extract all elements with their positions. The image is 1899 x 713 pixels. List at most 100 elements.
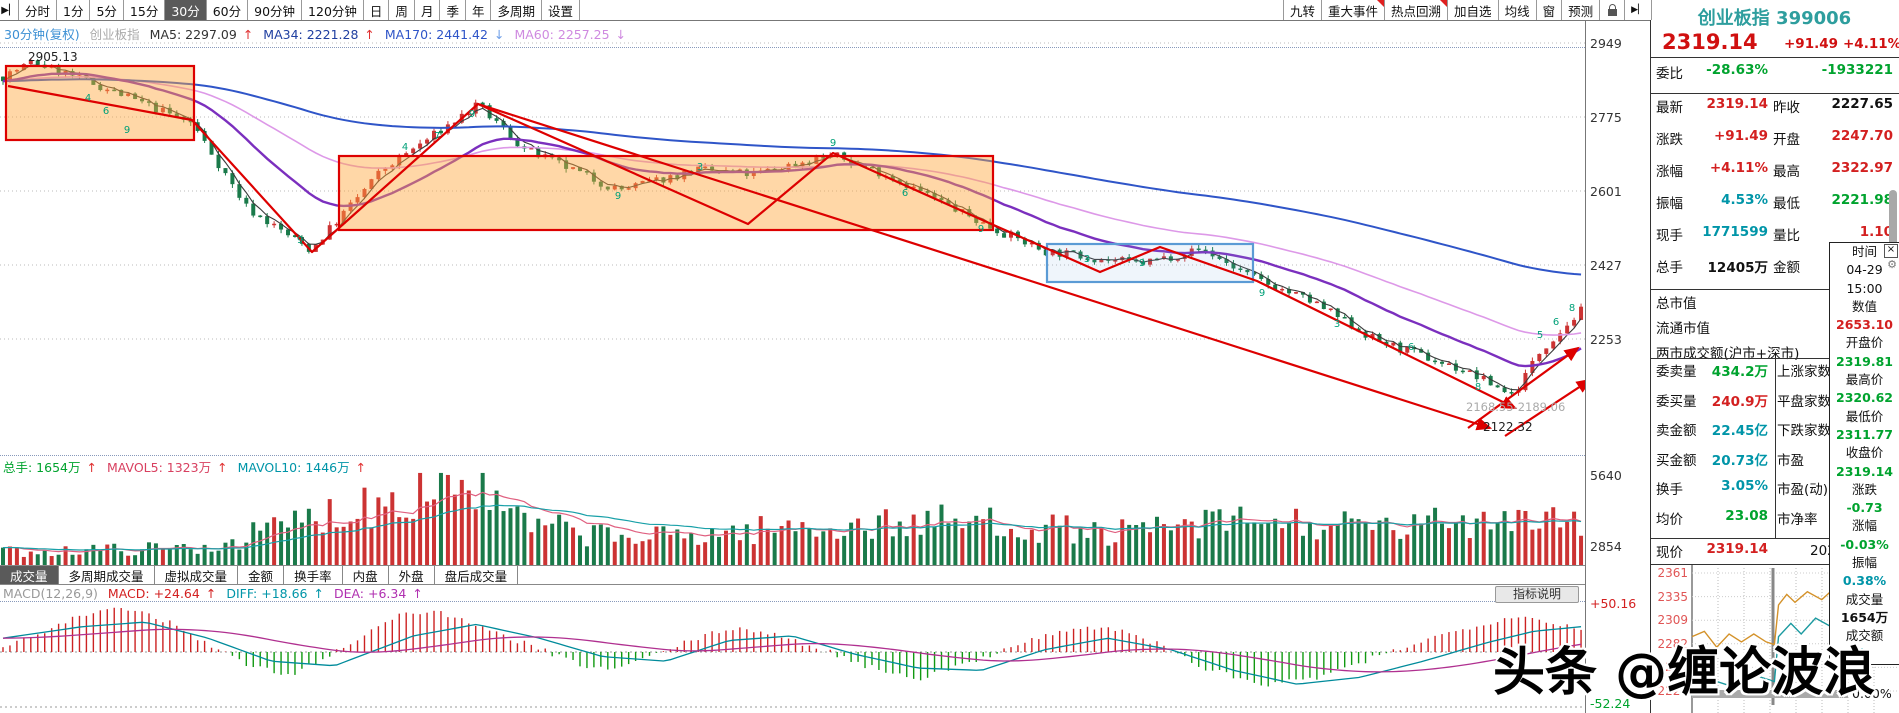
quote-row: 总手 12405万 金额 — [1650, 256, 1899, 288]
row-label2: 开盘 — [1773, 132, 1800, 148]
tooltip-line: 2320.62 — [1836, 390, 1893, 406]
macd-header: MACD(12,26,9) MACD: +24.64 ↑ DIFF: +18.66… — [3, 586, 429, 601]
row-label2: 金额 — [1773, 260, 1800, 276]
sidebar-scrollbar-thumb[interactable] — [1889, 190, 1897, 252]
tooltip-line: -0.03% — [1840, 536, 1889, 552]
mini-axis-label-2335: 2335 — [1657, 589, 1688, 604]
tab-外盘[interactable]: 外盘 — [389, 566, 435, 584]
row-label2: 量比 — [1773, 228, 1800, 244]
svg-text:9: 9 — [469, 109, 475, 120]
row-value: 22.45亿 — [1711, 423, 1768, 439]
row-value: 12405万 — [1707, 260, 1768, 276]
price-axis-label-2427: 2427 — [1590, 258, 1622, 273]
period-button-15分[interactable]: 15分 — [123, 0, 166, 20]
mini-axis-label-2361: 2361 — [1657, 566, 1688, 580]
period-button-5分[interactable]: 5分 — [90, 0, 124, 20]
orders-row: 均价 23.08 市净率 — [1650, 508, 1899, 537]
play-to-end-icon[interactable]: ▶▏ — [1625, 0, 1652, 20]
svg-text:3: 3 — [1334, 319, 1340, 330]
play-to-end-icon[interactable]: ▶▏ — [0, 0, 19, 20]
tab-换手率[interactable]: 换手率 — [284, 566, 343, 584]
svg-text:3: 3 — [1084, 254, 1090, 265]
row-value: +4.11% — [1709, 160, 1768, 176]
period-button-设置[interactable]: 设置 — [542, 0, 581, 20]
tool-button-九转[interactable]: 九转 — [1284, 0, 1323, 20]
svg-text:6: 6 — [1553, 317, 1559, 328]
price-axis-label-2949: 2949 — [1590, 36, 1622, 51]
tooltip-line: 涨幅 — [1851, 518, 1877, 534]
period-button-90分钟[interactable]: 90分钟 — [248, 0, 303, 20]
tab-内盘[interactable]: 内盘 — [343, 566, 389, 584]
tools-toolbar: 九转 重大事件 热点回溯 加自选 均线窗预测 ▶▏ — [1283, 0, 1652, 20]
tooltip-line: -0.73 — [1846, 500, 1883, 516]
row-value: 23.08 — [1725, 507, 1768, 524]
period-button-120分钟[interactable]: 120分钟 — [302, 0, 364, 20]
gear-icon[interactable]: ⚙ — [1886, 258, 1898, 271]
close-icon[interactable]: × — [1884, 244, 1898, 258]
tool-button-均线[interactable]: 均线 — [1498, 0, 1537, 20]
sidebar-divider — [1650, 538, 1899, 539]
row-value: 2319.14 — [1706, 541, 1769, 557]
tooltip-line: 最低价 — [1845, 408, 1884, 424]
svg-text:6: 6 — [902, 188, 908, 199]
period-button-60分[interactable]: 60分 — [206, 0, 249, 20]
tooltip-line: 振幅 — [1851, 555, 1877, 571]
crosshair-tooltip: × ⚙ 时间 04-29 15:00 数值 2653.10 开盘价 2319.81 最高价 23… — [1829, 242, 1899, 665]
tooltip-line: 亿 — [1858, 646, 1871, 662]
ma34-label: MA34: 2221.28 ↑ — [263, 27, 375, 42]
tooltip-line: 数值 — [1851, 298, 1877, 314]
row-label: 均价 — [1656, 511, 1683, 528]
svg-text:9: 9 — [297, 235, 303, 246]
range-label: 2168.55-2189.06 — [1466, 400, 1566, 414]
period-button-日[interactable]: 日 — [363, 0, 390, 20]
axis-divider — [1585, 20, 1586, 713]
tool-button-预测[interactable]: 预测 — [1562, 0, 1601, 20]
tooltip-line: 04-29 — [1846, 262, 1883, 278]
tool-button-重大事件[interactable]: 重大事件 — [1322, 0, 1386, 20]
zongshou-label: 总手: 1654万 ↑ — [3, 460, 97, 475]
row-label: 委卖量 — [1656, 364, 1697, 380]
low-price-label: 2122.32 — [1483, 420, 1533, 434]
volume-header: 总手: 1654万 ↑ MAVOL5: 1323万 ↑ MAVOL10: 1446万… — [3, 457, 372, 476]
tool-button-窗[interactable]: 窗 — [1536, 0, 1563, 20]
tab-多周期成交量[interactable]: 多周期成交量 — [59, 566, 155, 584]
macd-axis-bottom: -52.24 — [1590, 696, 1631, 711]
svg-text:6: 6 — [1408, 342, 1414, 353]
row-label2: 昨收 — [1773, 100, 1800, 116]
new-badge-icon — [1440, 0, 1448, 7]
svg-text:7: 7 — [434, 131, 440, 142]
period-button-分时[interactable]: 分时 — [19, 0, 58, 20]
lock-icon[interactable] — [1600, 0, 1626, 20]
row-value: 434.2万 — [1711, 364, 1768, 380]
tooltip-line: 开盘价 — [1845, 335, 1884, 351]
tab-成交量[interactable]: 成交量 — [0, 566, 59, 584]
indicator-help-button[interactable]: 指标说明 — [1495, 586, 1579, 603]
period-button-月[interactable]: 月 — [414, 0, 441, 20]
tool-button-加自选[interactable]: 加自选 — [1448, 0, 1499, 20]
period-button-季[interactable]: 季 — [440, 0, 466, 20]
period-button-30分[interactable]: 30分 — [165, 0, 207, 20]
tab-金额[interactable]: 金额 — [238, 566, 285, 584]
period-button-年[interactable]: 年 — [465, 0, 492, 20]
period-button-周[interactable]: 周 — [389, 0, 415, 20]
tab-虚拟成交量[interactable]: 虚拟成交量 — [155, 566, 239, 584]
dea-value: DEA: +6.34 ↑ — [333, 586, 423, 601]
tab-盘后成交量[interactable]: 盘后成交量 — [435, 566, 519, 584]
svg-text:3: 3 — [697, 162, 703, 173]
tooltip-line: 成交量 — [1845, 591, 1884, 607]
period-button-1分[interactable]: 1分 — [57, 0, 91, 20]
period-button-多周期[interactable]: 多周期 — [491, 0, 542, 20]
header-separator — [0, 47, 1585, 48]
macd-axis-top: +50.16 — [1590, 596, 1637, 611]
new-badge-icon — [1377, 0, 1385, 7]
sidebar-divider — [1650, 93, 1899, 94]
tool-button-热点回溯[interactable]: 热点回溯 — [1385, 0, 1449, 20]
row-label: 买金额 — [1656, 452, 1697, 469]
row-label: 委买量 — [1656, 393, 1697, 410]
sidebar-divider — [1650, 358, 1899, 359]
mini-axis-label-2228: 2228 — [1657, 684, 1688, 698]
sidebar-divider — [1650, 57, 1899, 58]
sidebar-change-pct: +4.11% — [1843, 36, 1899, 52]
orders-row: 委买量 240.9万 平盘家数 — [1650, 390, 1899, 419]
